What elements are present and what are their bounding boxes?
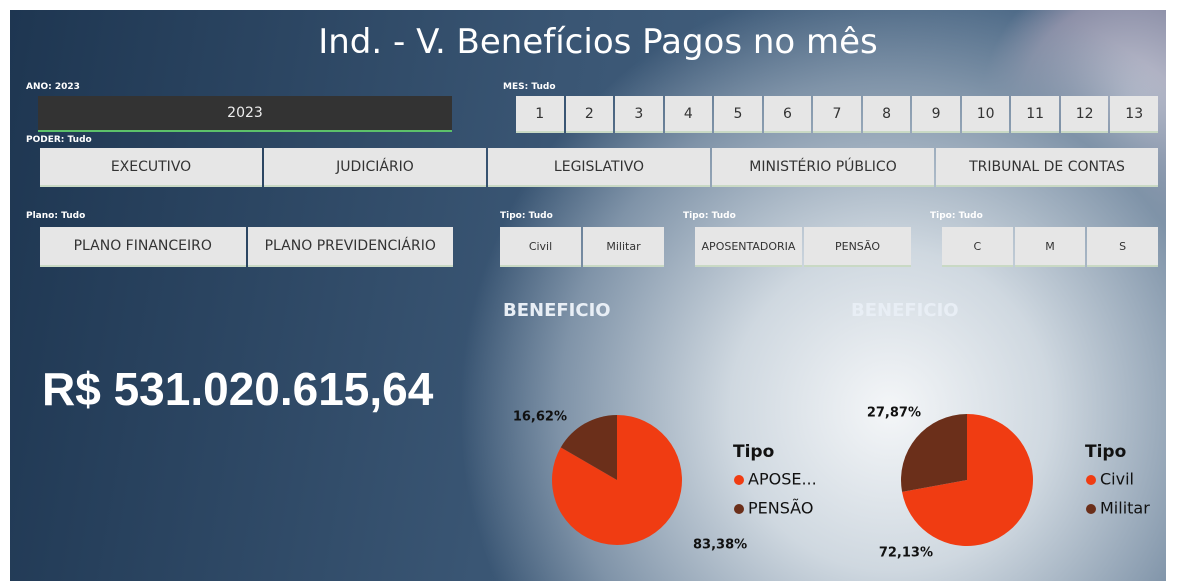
filter-button[interactable]: PLANO PREVIDENCIÁRIO [248, 227, 454, 267]
filter-button[interactable]: 1 [516, 96, 564, 133]
filter-button[interactable]: 3 [615, 96, 663, 133]
filter-button[interactable]: 13 [1110, 96, 1158, 133]
filter-button[interactable]: M [1015, 227, 1086, 267]
filter-button[interactable]: LEGISLATIVO [488, 148, 710, 187]
data-label: 83,38% [693, 538, 747, 553]
filter-label: ANO: 2023 [26, 82, 80, 92]
filter-button[interactable]: 2 [566, 96, 614, 133]
legend-entry: PENSÃO [748, 499, 813, 518]
legend-title: Tipo [1085, 442, 1126, 462]
legend-entry: APOSE... [748, 470, 817, 489]
filter-button[interactable]: 12 [1061, 96, 1109, 133]
filter-button[interactable]: 5 [714, 96, 762, 133]
filter-label: Tipo: Tudo [500, 211, 553, 221]
filter-label: PODER: Tudo [26, 135, 92, 145]
filter-button[interactable]: 6 [764, 96, 812, 133]
filter-button[interactable]: 10 [962, 96, 1010, 133]
filter-button[interactable]: JUDICIÁRIO [264, 148, 486, 187]
filter-button[interactable]: PENSÃO [804, 227, 911, 267]
filter-button[interactable]: 2023 [38, 96, 452, 132]
filter-button[interactable]: Civil [500, 227, 581, 267]
chart-title: BENEFICIO [851, 300, 959, 321]
filter-button[interactable]: EXECUTIVO [40, 148, 262, 187]
pie-slice [901, 414, 967, 492]
filter-button[interactable]: 8 [863, 96, 911, 133]
filter-label: Tipo: Tudo [930, 211, 983, 221]
filter-label: Tipo: Tudo [683, 211, 736, 221]
filter-button[interactable]: MINISTÉRIO PÚBLICO [712, 148, 934, 187]
legend-entry: Militar [1100, 499, 1150, 518]
chart-title: BENEFICIO [503, 300, 611, 321]
filter-label: MES: Tudo [503, 82, 556, 92]
filter-button[interactable]: APOSENTADORIA [695, 227, 802, 267]
filter-button[interactable]: Militar [583, 227, 664, 267]
legend-title: Tipo [733, 442, 774, 462]
data-label: 72,13% [879, 546, 933, 561]
legend-marker [734, 475, 744, 485]
filter-button[interactable]: 7 [813, 96, 861, 133]
filter-button[interactable]: S [1087, 227, 1158, 267]
legend-marker [734, 504, 744, 514]
legend-marker [1086, 504, 1096, 514]
filter-button[interactable]: 4 [665, 96, 713, 133]
filter-button[interactable]: 11 [1011, 96, 1059, 133]
filter-button[interactable]: PLANO FINANCEIRO [40, 227, 246, 267]
filter-button[interactable]: TRIBUNAL DE CONTAS [936, 148, 1158, 187]
filter-button[interactable]: C [942, 227, 1013, 267]
legend-entry: Civil [1100, 470, 1134, 489]
data-label: 16,62% [513, 410, 567, 425]
filter-button[interactable]: 9 [912, 96, 960, 133]
dashboard: Ind. - V. Benefícios Pagos no mês R$ 531… [10, 10, 1166, 581]
filter-label: Plano: Tudo [26, 211, 85, 221]
data-label: 27,87% [867, 406, 921, 421]
legend-marker [1086, 475, 1096, 485]
